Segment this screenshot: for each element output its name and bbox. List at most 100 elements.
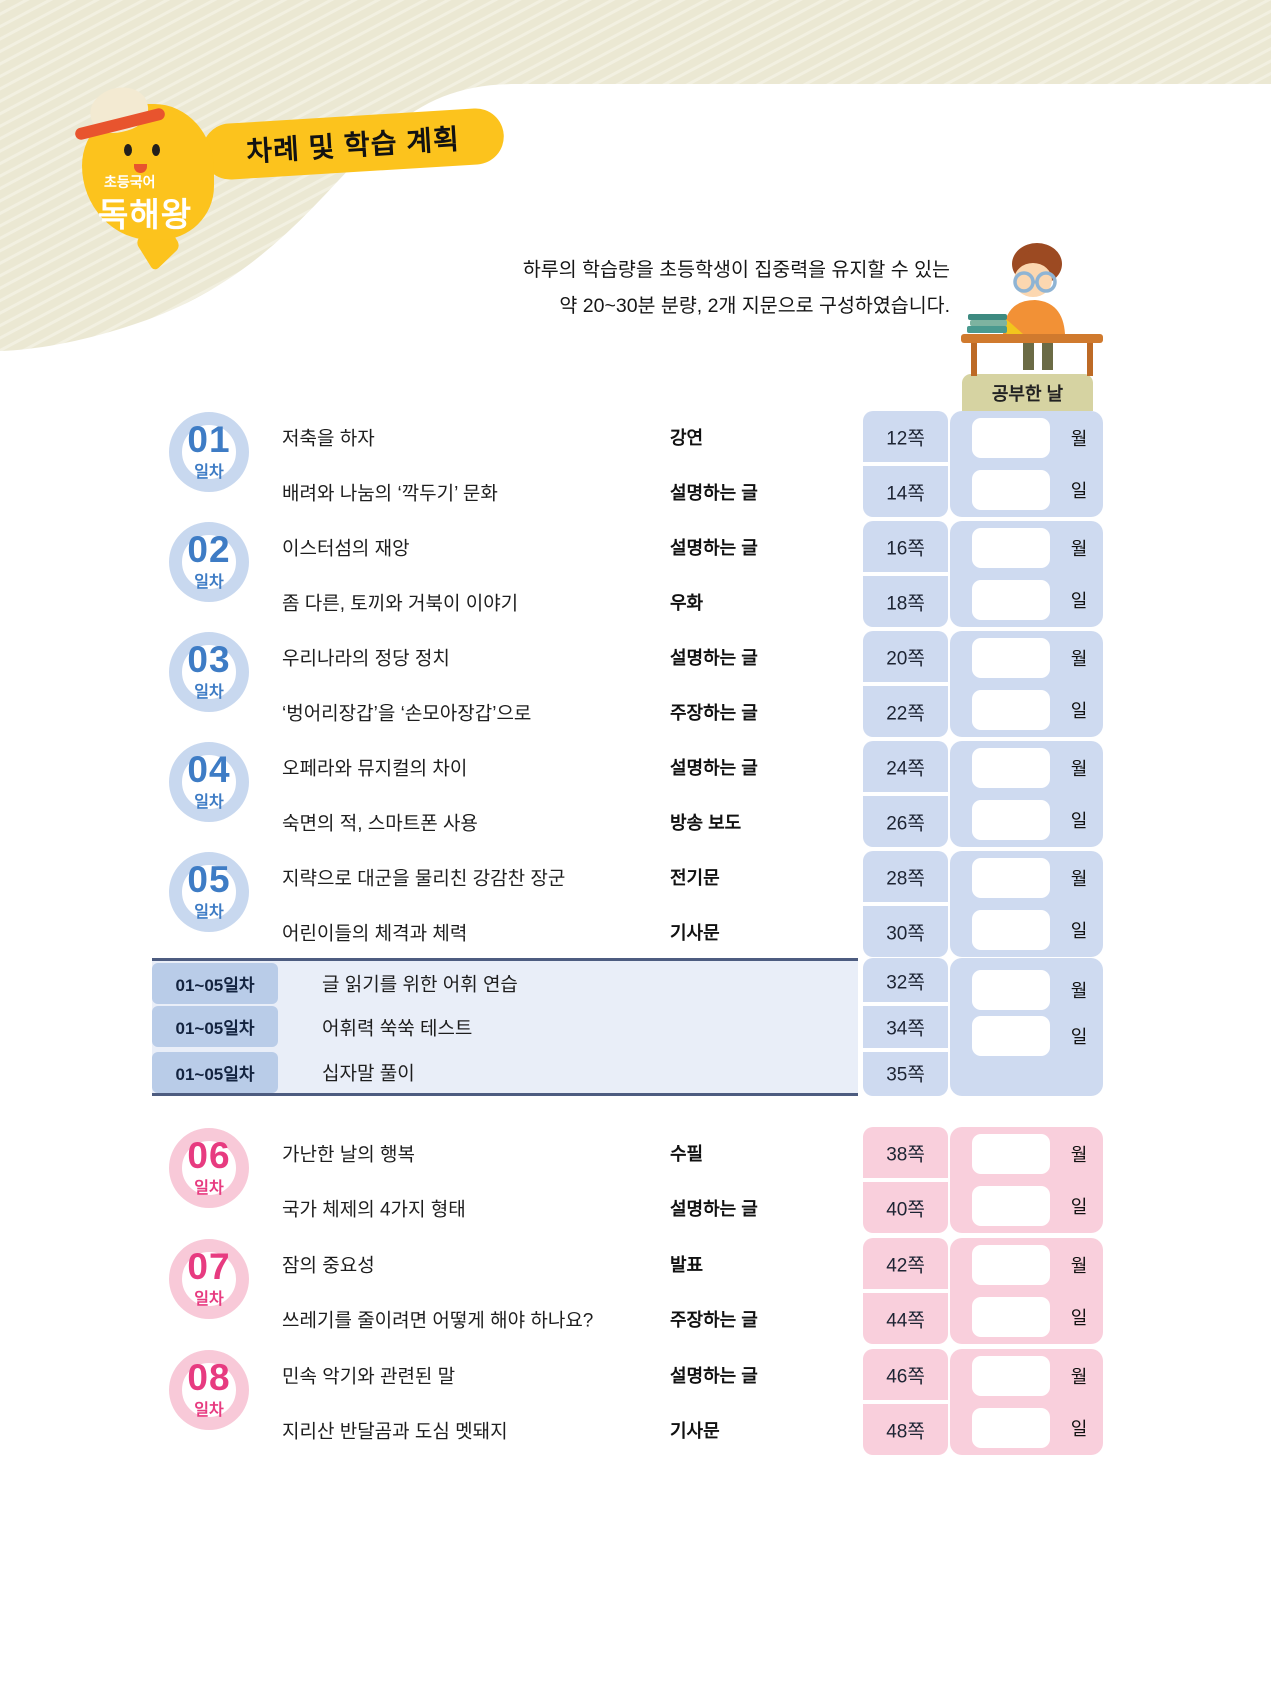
review-section: 01~05일차 글 읽기를 위한 어휘 연습 01~05일차 어휘력 쑥쑥 테스…: [0, 958, 1271, 1096]
eye-icon: [124, 144, 132, 156]
divider: [863, 462, 948, 466]
study-date-column: 월 일: [950, 411, 1103, 517]
lesson-genre: 주장하는 글: [670, 703, 758, 723]
lesson-title: 민속 악기와 관련된 말: [282, 1366, 456, 1388]
eye-icon: [152, 144, 160, 156]
lesson-genre: 기사문: [670, 923, 720, 943]
day-badge: 05 일차: [169, 852, 249, 932]
study-date-column: 월 일: [950, 741, 1103, 847]
lesson-genre: 방송 보도: [670, 813, 742, 833]
date-fill-box: [972, 690, 1050, 730]
date-fill-box: [972, 1186, 1050, 1226]
lesson-genre: 설명하는 글: [670, 1199, 758, 1219]
review-title: 어휘력 쑥쑥 테스트: [322, 1018, 473, 1040]
day-number: 08: [187, 1356, 231, 1398]
date-fill-box: [972, 1134, 1050, 1174]
intro-line-1: 하루의 학습량을 초등학생이 집중력을 유지할 수 있는: [522, 259, 950, 281]
day-suffix: 일차: [194, 463, 224, 481]
day-group-06: 06 일차 가난한 날의 행복 수필 국가 체제의 4가지 형태 설명하는 글 …: [0, 1126, 1271, 1236]
page-column: 24쪽 26쪽: [863, 741, 948, 847]
day-number: 07: [187, 1245, 231, 1287]
day-group-03: 03 일차 우리나라의 정당 정치 설명하는 글 ‘벙어리장갑’을 ‘손모아장갑…: [0, 630, 1271, 740]
page-column: 28쪽 30쪽: [863, 851, 948, 957]
day-badge: 03 일차: [169, 632, 249, 712]
date-fill-box: [972, 858, 1050, 898]
review-day-range: 01~05일차: [152, 1052, 278, 1093]
page-number: 34쪽: [886, 1018, 925, 1040]
date-fill-box: [972, 1408, 1050, 1448]
date-fill-box: [972, 910, 1050, 950]
month-label: 월: [1070, 429, 1088, 449]
page-number: 42쪽: [886, 1255, 925, 1277]
day-suffix: 일차: [194, 683, 224, 701]
day-number: 02: [187, 528, 231, 570]
lesson-title: 오페라와 뮤지컬의 차이: [282, 758, 468, 780]
date-fill-box: [972, 800, 1050, 840]
day-label: 일: [1070, 591, 1088, 611]
page-column: 38쪽 40쪽: [863, 1127, 948, 1233]
divider: [863, 1002, 948, 1006]
lesson-title: 저축을 하자: [282, 428, 375, 450]
page-number: 20쪽: [886, 648, 925, 670]
lesson-title: 이스터섬의 재앙: [282, 538, 410, 560]
day-badge: 08 일차: [169, 1350, 249, 1430]
page-number: 40쪽: [886, 1199, 925, 1221]
lesson-title: 우리나라의 정당 정치: [282, 648, 450, 670]
date-fill-box: [972, 638, 1050, 678]
lesson-genre: 주장하는 글: [670, 1310, 758, 1330]
review-day-range: 01~05일차: [152, 1006, 278, 1047]
day-badge: 01 일차: [169, 412, 249, 492]
studying-boy-illustration: [961, 243, 1103, 376]
page-column: 46쪽 48쪽: [863, 1349, 948, 1455]
lesson-title: 어린이들의 체격과 체력: [282, 923, 468, 945]
header-band: [0, 0, 1271, 351]
page-column: 20쪽 22쪽: [863, 631, 948, 737]
day-label: 일: [1070, 811, 1088, 831]
day-group-04: 04 일차 오페라와 뮤지컬의 차이 설명하는 글 숙면의 적, 스마트폰 사용…: [0, 740, 1271, 850]
lesson-title: 쓰레기를 줄이려면 어떻게 해야 하나요?: [282, 1310, 594, 1332]
page-number: 14쪽: [886, 483, 925, 505]
lesson-title: 좀 다른, 토끼와 거북이 이야기: [282, 593, 519, 615]
page-number: 26쪽: [886, 813, 925, 835]
day-suffix: 일차: [194, 903, 224, 921]
page-number: 46쪽: [886, 1366, 925, 1388]
month-label: 월: [1070, 1145, 1088, 1165]
review-row: 01~05일차 글 읽기를 위한 어휘 연습: [152, 958, 858, 1004]
page-number: 38쪽: [886, 1144, 925, 1166]
lesson-title: 국가 체제의 4가지 형태: [282, 1199, 466, 1221]
month-label: 월: [1070, 759, 1088, 779]
month-label: 월: [1070, 539, 1088, 559]
day-suffix: 일차: [194, 793, 224, 811]
lesson-genre: 설명하는 글: [670, 758, 758, 778]
month-label: 월: [1070, 869, 1088, 889]
brand-logo: 초등국어 독해왕: [73, 81, 214, 273]
study-date-column: 월 일: [950, 1238, 1103, 1344]
day-number: 03: [187, 638, 231, 680]
lesson-title: 가난한 날의 행복: [282, 1144, 415, 1166]
divider: [863, 572, 948, 576]
date-fill-box: [972, 1356, 1050, 1396]
page-number: 22쪽: [886, 703, 925, 725]
day-group-02: 02 일차 이스터섬의 재앙 설명하는 글 좀 다른, 토끼와 거북이 이야기 …: [0, 520, 1271, 630]
date-fill-box: [972, 970, 1050, 1010]
review-day-range: 01~05일차: [152, 963, 278, 1004]
page-column: 16쪽 18쪽: [863, 521, 948, 627]
date-fill-box: [972, 580, 1050, 620]
lesson-title: ‘벙어리장갑’을 ‘손모아장갑’으로: [282, 703, 532, 725]
day-label: 일: [1070, 1419, 1088, 1439]
study-date-header: 공부한 날: [991, 383, 1064, 404]
day-suffix: 일차: [194, 1179, 224, 1197]
lesson-genre: 수필: [670, 1144, 704, 1164]
divider: [863, 1289, 948, 1293]
lesson-title: 지략으로 대군을 물리친 강감찬 장군: [282, 868, 566, 890]
day-number: 05: [187, 858, 231, 900]
review-title: 십자말 풀이: [322, 1063, 415, 1084]
lesson-genre: 기사문: [670, 1421, 720, 1441]
day-label: 일: [1070, 1027, 1088, 1047]
date-fill-box: [972, 528, 1050, 568]
divider: [863, 792, 948, 796]
page-number: 24쪽: [886, 758, 925, 780]
day-suffix: 일차: [194, 1401, 224, 1419]
lesson-genre: 설명하는 글: [670, 648, 758, 668]
